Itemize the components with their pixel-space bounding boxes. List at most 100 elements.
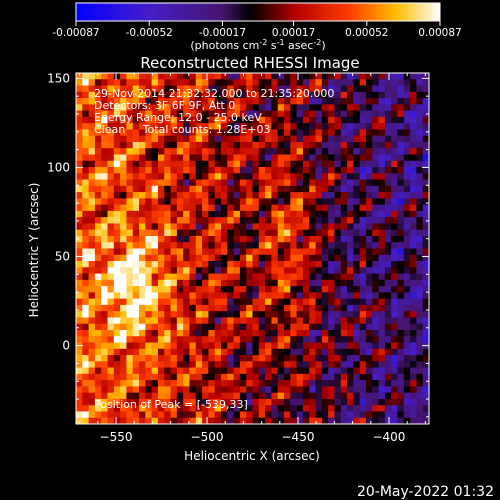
heatmap-cell bbox=[265, 279, 272, 287]
heatmap-cell bbox=[365, 279, 373, 287]
heatmap-cell bbox=[189, 323, 197, 331]
heatmap-cell bbox=[107, 411, 115, 419]
heatmap-cell bbox=[195, 223, 203, 231]
heatmap-cell bbox=[139, 110, 146, 118]
heatmap-cell bbox=[328, 204, 335, 212]
heatmap-cell bbox=[233, 311, 241, 318]
heatmap-cell bbox=[265, 373, 272, 381]
heatmap-cell bbox=[290, 329, 298, 337]
heatmap-cell bbox=[378, 267, 386, 274]
heatmap-cell bbox=[340, 248, 348, 256]
heatmap-cell bbox=[239, 123, 247, 130]
heatmap-cell bbox=[208, 405, 216, 412]
heatmap-cell bbox=[239, 267, 247, 274]
heatmap-cell bbox=[403, 273, 411, 281]
heatmap-cell bbox=[284, 392, 291, 400]
heatmap-cell bbox=[252, 261, 260, 268]
heatmap-cell bbox=[189, 204, 197, 212]
heatmap-cell bbox=[202, 85, 209, 93]
heatmap-cell bbox=[82, 141, 89, 149]
heatmap-cell bbox=[195, 154, 203, 162]
heatmap-cell bbox=[397, 242, 405, 249]
heatmap-cell bbox=[183, 141, 190, 149]
heatmap-cell bbox=[365, 104, 373, 112]
heatmap-cell bbox=[132, 123, 140, 130]
heatmap-cell bbox=[157, 373, 165, 381]
heatmap-cell bbox=[88, 279, 96, 287]
heatmap-cell bbox=[233, 317, 241, 325]
heatmap-cell bbox=[340, 405, 348, 412]
heatmap-cell bbox=[422, 417, 430, 425]
heatmap-cell bbox=[290, 273, 298, 281]
heatmap-cell bbox=[359, 210, 367, 218]
heatmap-cell bbox=[334, 373, 342, 381]
heatmap-cell bbox=[284, 167, 291, 174]
heatmap-cell bbox=[309, 279, 316, 287]
heatmap-cell bbox=[296, 279, 304, 287]
heatmap-cell bbox=[202, 185, 209, 193]
heatmap-cell bbox=[88, 167, 96, 174]
heatmap-cell bbox=[422, 160, 430, 168]
heatmap-cell bbox=[340, 98, 348, 105]
heatmap-cell bbox=[258, 386, 266, 394]
heatmap-cell bbox=[170, 304, 178, 312]
heatmap-cell bbox=[271, 73, 279, 80]
heatmap-cell bbox=[246, 104, 253, 112]
heatmap-cell bbox=[233, 386, 241, 394]
heatmap-cell bbox=[328, 179, 335, 187]
heatmap-cell bbox=[170, 185, 178, 193]
heatmap-cell bbox=[202, 405, 209, 412]
heatmap-cell bbox=[227, 380, 234, 387]
heatmap-cell bbox=[176, 355, 184, 362]
heatmap-cell bbox=[208, 304, 216, 312]
heatmap-cell bbox=[359, 179, 367, 187]
heatmap-cell bbox=[302, 386, 310, 394]
heatmap-cell bbox=[202, 223, 209, 231]
heatmap-cell bbox=[372, 192, 379, 199]
heatmap-cell bbox=[347, 91, 354, 99]
heatmap-cell bbox=[164, 129, 171, 137]
heatmap-cell bbox=[113, 355, 121, 362]
heatmap-cell bbox=[277, 229, 285, 237]
heatmap-cell bbox=[113, 405, 121, 412]
heatmap-cell bbox=[378, 223, 386, 231]
footer-timestamp: 20-May-2022 01:32 bbox=[357, 484, 494, 500]
heatmap-cell bbox=[378, 79, 386, 86]
heatmap-cell bbox=[107, 129, 115, 137]
heatmap-cell bbox=[151, 229, 159, 237]
heatmap-cell bbox=[120, 79, 127, 86]
heatmap-cell bbox=[101, 167, 108, 174]
heatmap-cell bbox=[302, 336, 310, 343]
heatmap-cell bbox=[176, 192, 184, 199]
heatmap-cell bbox=[139, 248, 146, 256]
heatmap-cell bbox=[422, 329, 430, 337]
heatmap-cell bbox=[372, 323, 379, 331]
heatmap-cell bbox=[359, 173, 367, 180]
heatmap-cell bbox=[353, 261, 361, 268]
heatmap-cell bbox=[246, 210, 253, 218]
heatmap-cell bbox=[328, 135, 335, 143]
heatmap-cell bbox=[246, 367, 253, 375]
heatmap-cell bbox=[403, 129, 411, 137]
heatmap-cell bbox=[233, 329, 241, 337]
heatmap-cell bbox=[422, 104, 430, 112]
heatmap-cell bbox=[397, 217, 405, 224]
heatmap-cell bbox=[334, 192, 342, 199]
heatmap-cell bbox=[120, 417, 127, 425]
heatmap-cell bbox=[309, 261, 316, 268]
heatmap-cell bbox=[202, 348, 209, 356]
heatmap-cell bbox=[208, 192, 216, 199]
heatmap-cell bbox=[94, 217, 102, 224]
heatmap-cell bbox=[126, 217, 134, 224]
heatmap-cell bbox=[397, 311, 405, 318]
heatmap-cell bbox=[157, 398, 165, 406]
heatmap-cell bbox=[321, 185, 329, 193]
heatmap-cell bbox=[309, 148, 316, 155]
heatmap-cell bbox=[195, 373, 203, 381]
heatmap-cell bbox=[157, 405, 165, 412]
heatmap-cell bbox=[239, 342, 247, 350]
heatmap-cell bbox=[157, 261, 165, 268]
heatmap-cell bbox=[296, 361, 304, 368]
heatmap-cell bbox=[107, 317, 115, 325]
heatmap-cell bbox=[132, 342, 140, 350]
